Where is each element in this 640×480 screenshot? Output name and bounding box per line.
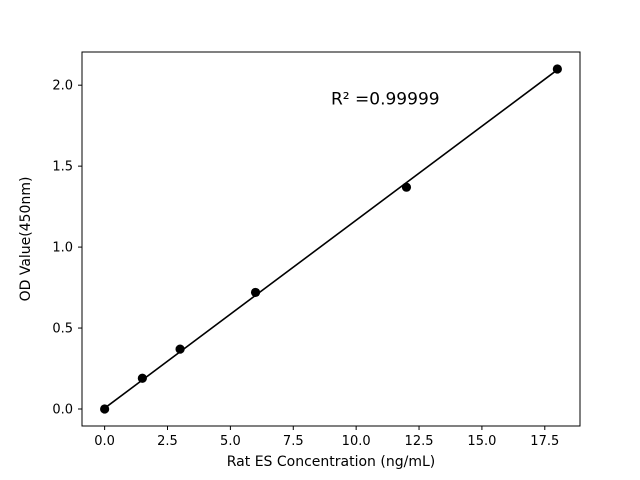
- axes-frame: [81, 51, 581, 427]
- x-tick-label: 7.5: [283, 434, 304, 449]
- r-squared-annotation: R² =0.99999: [331, 90, 440, 110]
- y-tick-label: 1.5: [52, 160, 73, 175]
- x-tick-label: 17.5: [530, 434, 559, 449]
- x-tick-label: 15.0: [467, 434, 496, 449]
- x-tick-label: 5.0: [220, 434, 241, 449]
- data-point: [137, 373, 147, 383]
- data-point: [100, 404, 110, 414]
- y-axis-label: OD Value(450nm): [18, 177, 34, 302]
- data-point: [401, 182, 412, 192]
- y-tick-label: 0.5: [52, 322, 73, 337]
- x-tick-label: 10.0: [342, 434, 371, 449]
- x-tick-label: 2.5: [157, 434, 178, 449]
- data-point: [175, 344, 185, 354]
- y-tick-label: 2.0: [52, 79, 73, 94]
- y-tick-label: 1.0: [52, 241, 73, 256]
- data-point: [250, 287, 261, 298]
- data-point: [552, 64, 562, 74]
- x-tick-label: 12.5: [405, 434, 434, 449]
- y-tick-label: 0.0: [52, 403, 73, 418]
- x-tick-label: 0.0: [94, 434, 115, 449]
- x-axis-label: Rat ES Concentration (ng/mL): [227, 454, 435, 470]
